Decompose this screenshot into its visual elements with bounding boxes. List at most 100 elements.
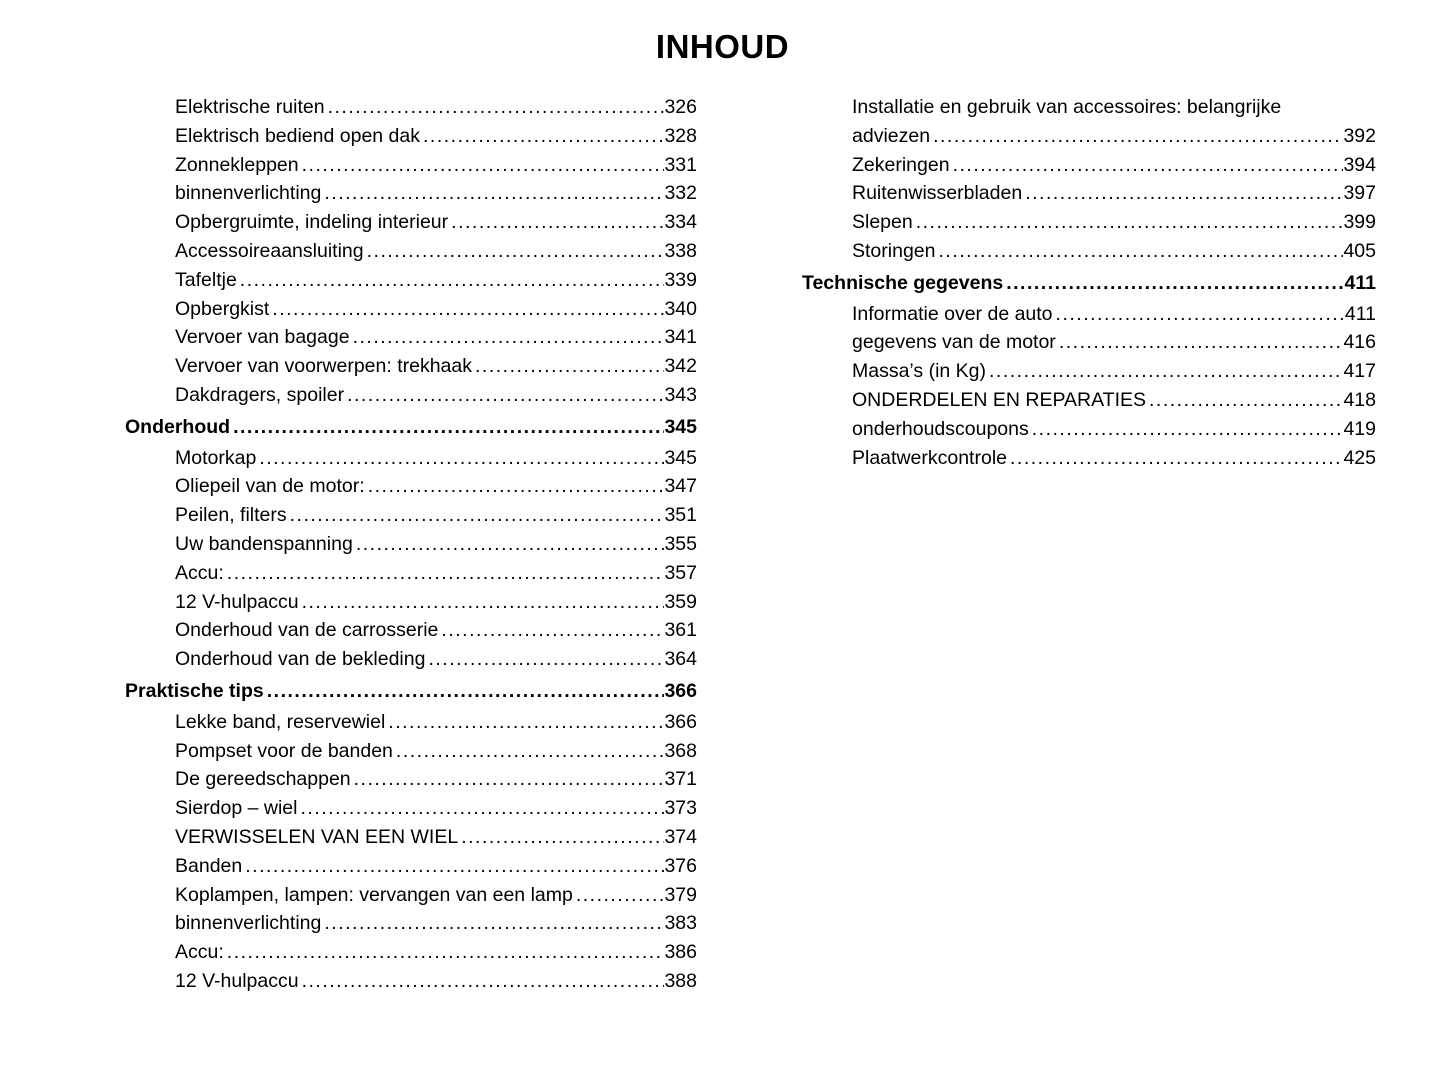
toc-entry-page: 347: [664, 475, 697, 498]
toc-entry-label: Motorkap: [175, 446, 257, 469]
toc-entry-label: Elektrische ruiten: [175, 96, 325, 118]
toc-left-column: Elektrische ruiten 326 Elektrisch bediend …: [125, 93, 697, 996]
toc-entry: ONDERDELEN EN REPARATIES 418: [802, 386, 1376, 415]
toc-dot-leader: [1007, 444, 1343, 473]
toc-entry: adviezen 392: [802, 122, 1376, 151]
toc-dot-leader: [287, 501, 665, 530]
toc-entry-label: Opbergruimte, indeling interieur: [175, 211, 449, 234]
toc-dot-leader: [950, 151, 1344, 180]
toc-entry-page: 374: [664, 825, 697, 848]
toc-entry: Pompset voor de banden 368: [125, 737, 697, 766]
toc-dot-leader: [224, 559, 665, 588]
toc-dot-leader: [264, 677, 665, 706]
toc-entry-page: 394: [1343, 153, 1376, 176]
toc-entry-label: Onderhoud: [125, 415, 231, 438]
toc-entry: Informatie over de auto 411: [802, 300, 1376, 329]
toc-entry-page: 373: [664, 797, 697, 820]
toc-entry-page: 371: [664, 768, 697, 791]
toc-entry-page: 345: [664, 446, 697, 469]
toc-entry: 12 V-hulpaccu 359: [125, 588, 697, 617]
toc-entry: Koplampen, lampen: vervangen van een lam…: [125, 881, 697, 910]
toc-entry-page: 339: [664, 268, 697, 291]
toc-dot-leader: [230, 413, 664, 442]
toc-entry-page: 355: [664, 532, 697, 555]
toc-dot-leader: [1056, 328, 1344, 357]
toc-entry-label: Vervoer van bagage: [175, 326, 350, 349]
toc-entry-label: Peilen, filters: [175, 504, 287, 527]
toc-entry-label: De gereedschappen: [175, 768, 351, 791]
toc-entry: VERWISSELEN VAN EEN WIEL 374: [125, 823, 697, 852]
toc-dot-leader: [1003, 269, 1344, 298]
toc-entry-page: 388: [664, 969, 697, 992]
toc-dot-leader: [913, 208, 1344, 237]
toc-entry: Vervoer van bagage 341: [125, 323, 697, 352]
toc-dot-leader: [986, 357, 1343, 386]
toc-dot-leader: [420, 122, 664, 151]
toc-entry-page: 364: [664, 648, 697, 671]
toc-entry-label: Massa’s (in Kg): [852, 360, 987, 383]
toc-entry: Opbergkist 340: [125, 295, 697, 324]
toc-entry-page: 379: [664, 883, 697, 906]
toc-dot-leader: [299, 588, 665, 617]
toc-entry-label: Pompset voor de banden: [175, 739, 393, 762]
toc-dot-leader: [242, 852, 664, 881]
toc-entry-label: Installatie en gebruik van accessoires: …: [852, 96, 1282, 118]
toc-dot-leader: [321, 179, 664, 208]
toc-dot-leader: [224, 938, 665, 967]
toc-entry-label: gegevens van de motor: [852, 331, 1056, 354]
toc-entry-page: 357: [664, 561, 697, 584]
toc-entry: binnenverlichting 332: [125, 179, 697, 208]
toc-entry-label: Zonnekleppen: [175, 153, 299, 176]
toc-entry: Dakdragers, spoiler 343: [125, 381, 697, 410]
toc-dot-leader: [935, 237, 1343, 266]
toc-entry-page: 366: [664, 710, 697, 733]
toc-entry-page: 328: [664, 124, 697, 147]
toc-entry: De gereedschappen 371: [125, 765, 697, 794]
toc-dot-leader: [321, 909, 664, 938]
toc-entry: gegevens van de motor 416: [802, 328, 1376, 357]
page-title: INHOUD: [655, 28, 790, 65]
toc-dot-leader: [472, 352, 664, 381]
toc-dot-leader: [351, 765, 665, 794]
toc-entry-page: 419: [1343, 417, 1376, 440]
toc-entry-page: 326: [664, 96, 697, 118]
toc-entry: Opbergruimte, indeling interieur 334: [125, 208, 697, 237]
toc-dot-leader: [448, 208, 664, 237]
toc-dot-leader: [344, 381, 664, 410]
toc-entry: Zonnekleppen 331: [125, 151, 697, 180]
toc-entry-label: Slepen: [852, 211, 913, 234]
toc-entry-label: onderhoudscoupons: [852, 417, 1029, 440]
toc-entry: Zekeringen 394: [802, 151, 1376, 180]
toc-entry-label: binnenverlichting: [175, 182, 322, 205]
toc-entry: Banden 376: [125, 852, 697, 881]
toc-entry-label: Informatie over de auto: [852, 302, 1053, 325]
toc-entry-label: Accu:: [175, 561, 224, 584]
toc-dot-leader: [350, 323, 665, 352]
toc-entry: Plaatwerkcontrole 425: [802, 444, 1376, 473]
toc-entry-label: Koplampen, lampen: vervangen van een lam…: [175, 883, 573, 906]
toc-entry: Installatie en gebruik van accessoires: …: [802, 93, 1376, 122]
toc-entry-label: ONDERDELEN EN REPARATIES: [852, 388, 1147, 411]
toc-entry-label: Dakdragers, spoiler: [175, 383, 345, 406]
toc-dot-leader: [385, 708, 664, 737]
toc-entry-page: 383: [664, 912, 697, 935]
toc-dot-leader: [1146, 386, 1343, 415]
toc-entry-page: 343: [664, 383, 697, 406]
toc-entry-label: Elektrisch bediend open dak: [175, 124, 420, 147]
toc-dot-leader: [299, 967, 665, 996]
toc-entry-page: 340: [664, 297, 697, 320]
toc-entry: Accu: 357: [125, 559, 697, 588]
toc-dot-leader: [297, 794, 664, 823]
toc-entry-page: 416: [1343, 331, 1376, 354]
toc-entry-label: Tafeltje: [175, 268, 237, 291]
toc-dot-leader: [269, 295, 664, 324]
toc-entry: Vervoer van voorwerpen: trekhaak 342: [125, 352, 697, 381]
toc-entry-page: 411: [1344, 271, 1376, 294]
toc-entry-page: 359: [664, 590, 697, 613]
toc-entry-page: 399: [1343, 211, 1376, 234]
toc-entry-page: 331: [664, 153, 697, 176]
toc-entry-label: Accu:: [175, 941, 224, 964]
toc-entry-label: Lekke band, reservewiel: [175, 710, 386, 733]
toc-entry-page: 386: [664, 941, 697, 964]
toc-entry-page: 345: [664, 415, 697, 438]
